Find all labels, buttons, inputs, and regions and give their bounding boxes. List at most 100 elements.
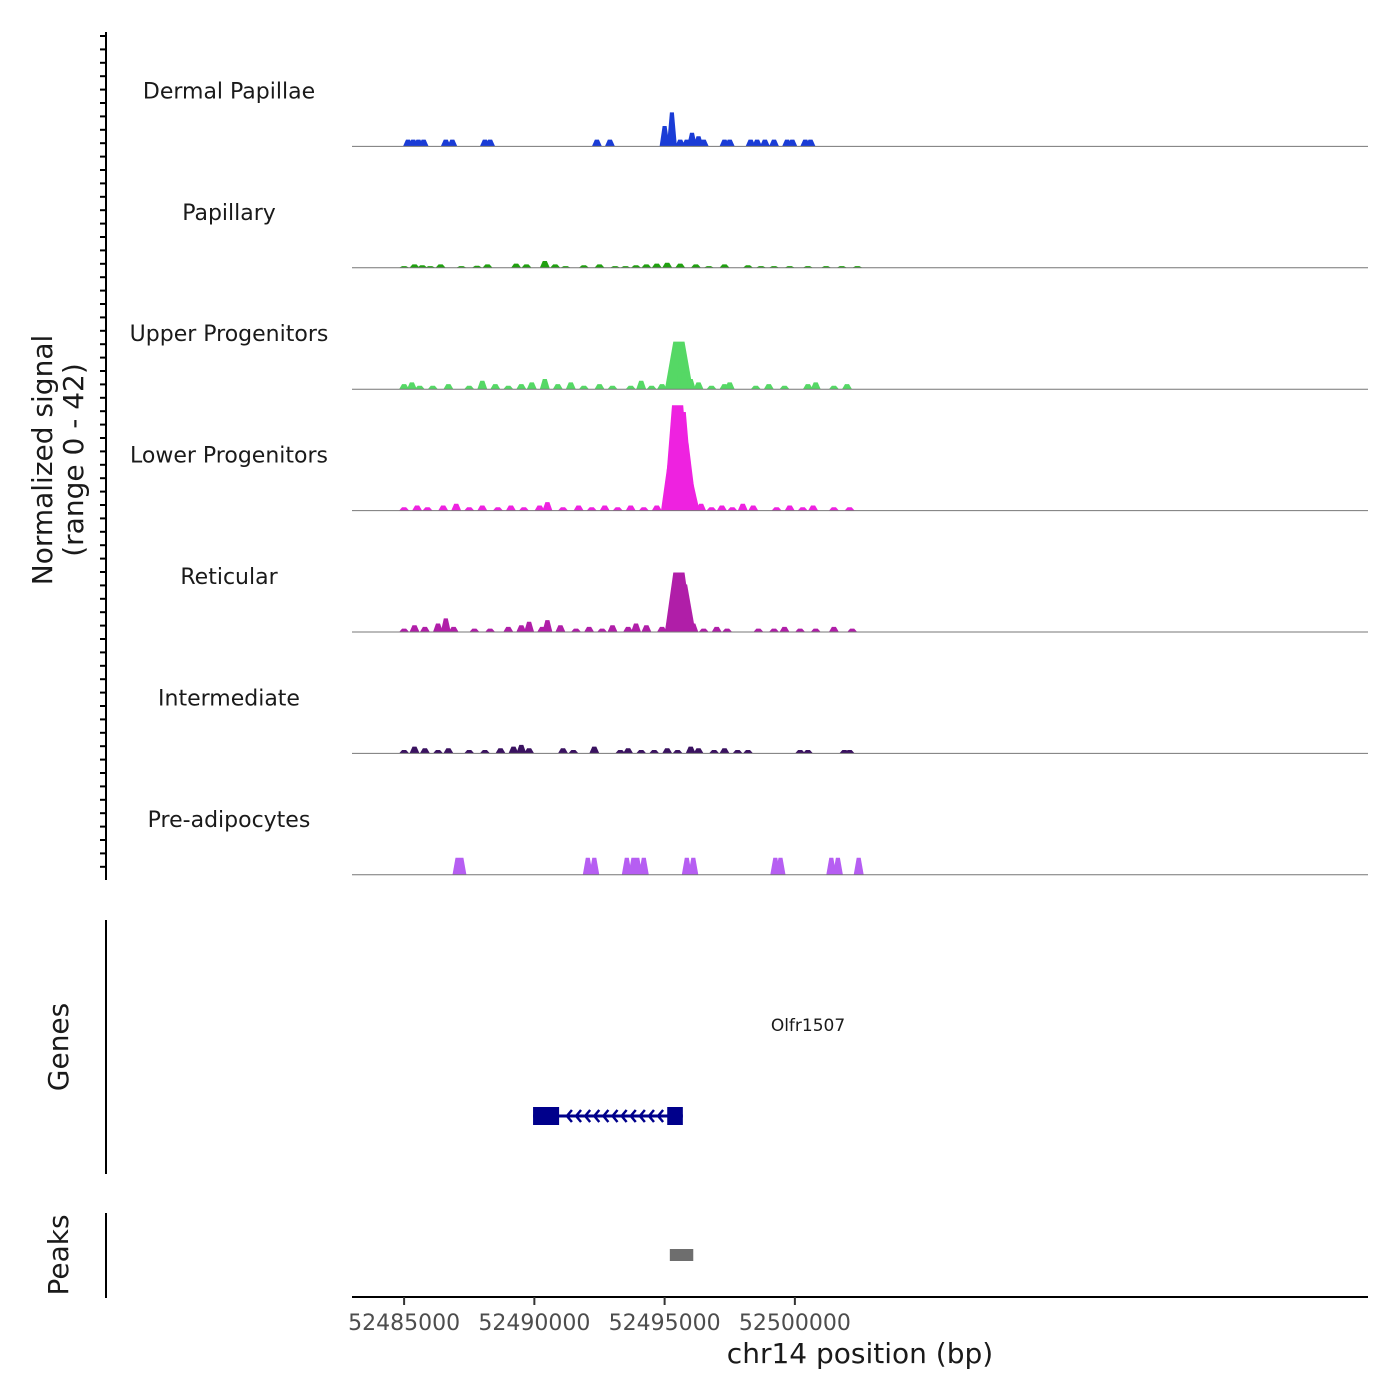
signal-peak: [688, 857, 699, 875]
signal-peak: [558, 748, 568, 754]
signal-peak: [771, 507, 782, 511]
signal-peak: [451, 503, 462, 511]
signal-peak: [828, 507, 839, 511]
track-label: Pre-adipocytes: [148, 808, 311, 833]
signal-peak: [409, 264, 420, 268]
signal-peak: [440, 618, 451, 632]
signal-peak: [503, 385, 514, 390]
signal-peak: [690, 264, 701, 268]
track-dermal-papillae: Dermal Papillae: [143, 79, 1368, 147]
signal-peak: [477, 505, 488, 511]
signal-peak: [516, 744, 527, 754]
signal-peak: [743, 265, 753, 268]
signal-peak: [485, 139, 496, 147]
signal-peak: [727, 507, 738, 511]
signal-peak: [698, 628, 709, 632]
signal-peak: [550, 264, 561, 268]
signal-peak: [706, 507, 717, 511]
x-axis-title: chr14 position (bp): [727, 1337, 993, 1370]
signal-peak: [844, 750, 855, 754]
signal-peak: [419, 626, 430, 632]
signal-peak: [769, 139, 779, 147]
signal-peak: [709, 750, 720, 754]
signal-peak: [612, 507, 623, 511]
signal-peak: [828, 626, 839, 632]
signal-peak: [638, 507, 649, 511]
signal-peak: [636, 750, 647, 754]
signal-peak: [534, 505, 545, 511]
signal-peak: [711, 626, 722, 632]
signal-peak: [521, 264, 532, 268]
peaks-panel-label: Peaks: [42, 1214, 75, 1295]
signal-peak: [443, 748, 454, 754]
track-label: Reticular: [180, 565, 278, 590]
strand-arrow: [610, 1109, 619, 1123]
signal-peak: [419, 748, 430, 754]
signal-peak: [511, 263, 522, 268]
signal-peak: [555, 625, 566, 632]
signal-peak: [456, 857, 467, 875]
y-axis-title-line1: Normalized signal: [26, 335, 59, 586]
signal-peak: [623, 626, 634, 632]
signal-peak: [696, 503, 707, 511]
signal-peak: [641, 264, 652, 268]
signal-peak: [427, 385, 438, 390]
signal-peak: [524, 621, 535, 632]
signal-peak: [464, 507, 475, 511]
signal-peak: [594, 384, 605, 390]
signal-peak: [662, 262, 673, 268]
signal-peak: [832, 857, 843, 875]
signal-peak: [479, 750, 490, 754]
signal-peak: [589, 746, 600, 754]
strand-arrow: [574, 1109, 583, 1123]
signal-peak: [802, 384, 813, 390]
signal-peak: [399, 384, 410, 390]
signal-peak: [646, 385, 657, 390]
track-pre-adipocytes: Pre-adipocytes: [148, 808, 1368, 876]
genes-panel-label: Genes: [42, 1003, 75, 1091]
strand-arrow: [629, 1109, 637, 1123]
signal-peak: [810, 628, 821, 632]
strand-arrow: [565, 1109, 573, 1123]
signal-peak: [409, 746, 420, 754]
signal-peak: [719, 748, 730, 754]
track-label: Upper Progenitors: [130, 322, 329, 347]
signal-peak: [657, 626, 667, 632]
track-intermediate: Intermediate: [158, 686, 1368, 754]
signal-peak: [464, 750, 475, 754]
signal-peak: [490, 384, 501, 390]
signal-peak: [724, 382, 735, 390]
signal-peak: [689, 498, 700, 511]
signal-peak: [505, 505, 516, 511]
signal-peak: [539, 379, 550, 390]
signal-peak: [797, 507, 808, 511]
x-tick-label: 52495000: [609, 1311, 721, 1336]
signal-peak: [636, 380, 647, 390]
signal-peak: [409, 625, 420, 632]
signal-peak: [399, 750, 410, 754]
signal-peak: [775, 857, 786, 875]
signal-peak: [724, 139, 735, 147]
track-label: Intermediate: [158, 686, 300, 711]
signal-peak: [594, 264, 605, 268]
x-tick-label: 52490000: [478, 1311, 590, 1336]
signal-peak: [578, 385, 589, 390]
signal-peak: [853, 857, 864, 875]
signal-peak: [672, 750, 683, 754]
signal-peak: [688, 623, 699, 632]
signal-peak: [651, 263, 662, 268]
signal-peak: [638, 857, 649, 875]
signal-peak: [414, 385, 425, 390]
signal-peak: [631, 623, 641, 632]
signal-peak: [631, 265, 641, 268]
signal-peak: [842, 384, 852, 390]
track-label: Papillary: [182, 201, 276, 226]
signal-peak: [584, 626, 595, 632]
signal-peak: [542, 502, 553, 511]
signal-peak: [524, 748, 535, 754]
signal-peak: [438, 505, 449, 511]
x-axis-ticks: 52485000 52490000 52495000 52500000: [348, 1297, 851, 1336]
signal-peak: [597, 628, 608, 632]
signal-peak: [518, 507, 529, 511]
